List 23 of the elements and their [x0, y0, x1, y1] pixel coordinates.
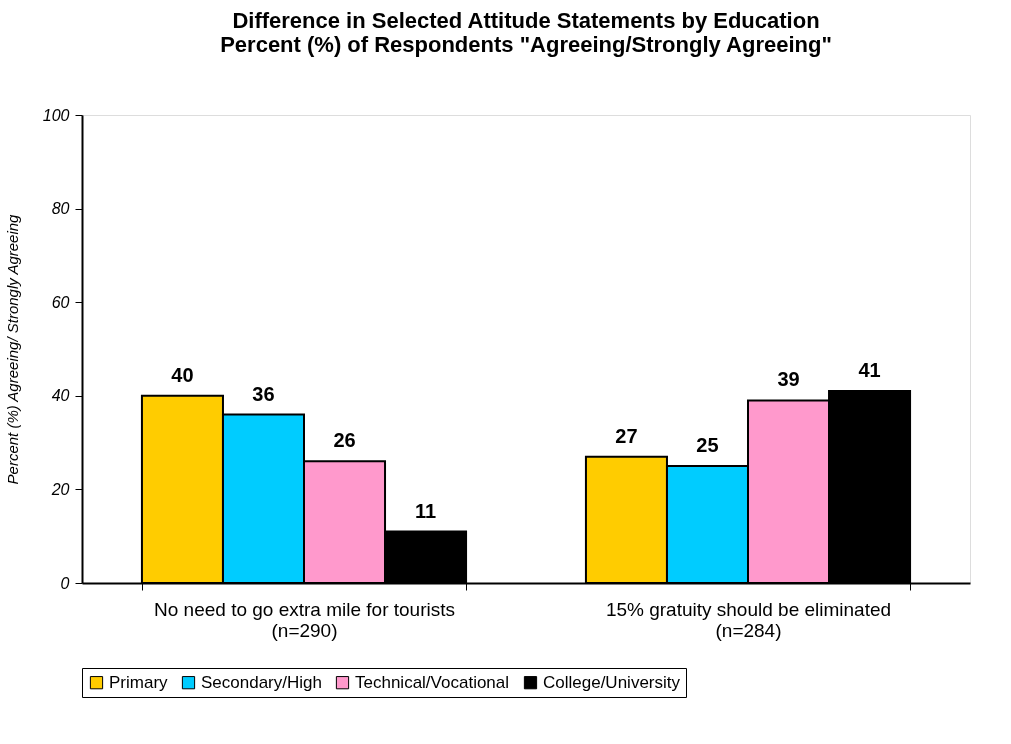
- y-tick-label: 0: [60, 574, 70, 592]
- y-tick-label: 80: [51, 200, 70, 218]
- y-tick-label: 20: [50, 480, 70, 498]
- text: Percent (%) of Respondents "Agreeing/Strongly Agreeing": [220, 32, 832, 57]
- x-tick-label: No need to go extra mile for tourists (n=290): [154, 598, 455, 641]
- data-label: 40: [171, 363, 194, 386]
- y-tick-label: 40: [51, 387, 70, 405]
- legend-label: Secondary/High: [201, 672, 322, 692]
- legend-label: College/University: [543, 672, 681, 692]
- legend-label: Primary: [109, 672, 169, 692]
- data-label: 27: [615, 424, 638, 447]
- data-label: 26: [333, 429, 356, 452]
- data-label: 25: [696, 434, 719, 456]
- x-tick-label: 15% gratuity should be eliminated (n=284): [605, 598, 892, 641]
- data-label: 39: [777, 368, 800, 391]
- legend-label: Technical/Vocational: [355, 672, 510, 692]
- data-label: 11: [414, 499, 437, 522]
- y-tick-label: 60: [51, 293, 70, 311]
- text: Difference in Selected Attitude Statements by Education: [232, 8, 820, 33]
- y-tick-label: 100: [42, 106, 70, 124]
- data-label: 41: [858, 359, 881, 382]
- data-label: 36: [252, 382, 275, 405]
- y-axis-title: Percent (%) Agreeing/ Strongly Agreeing: [3, 213, 21, 485]
